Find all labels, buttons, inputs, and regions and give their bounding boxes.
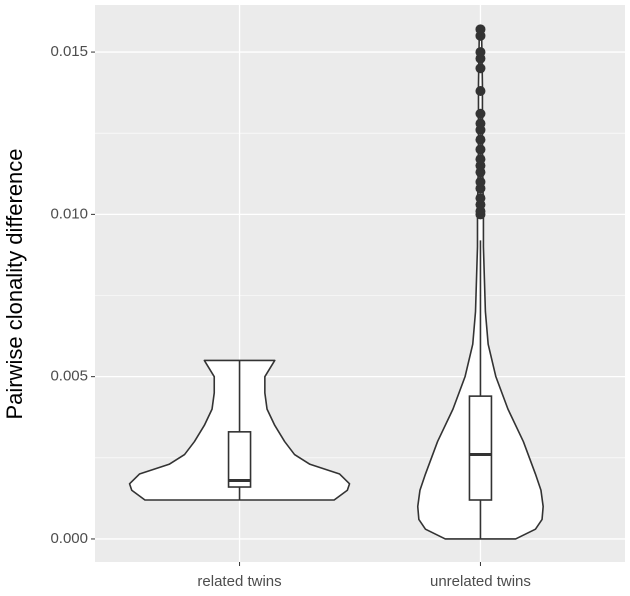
outlier xyxy=(475,193,486,204)
outlier xyxy=(475,63,486,74)
outlier xyxy=(475,108,486,119)
outlier xyxy=(475,144,486,155)
outlier xyxy=(475,176,486,187)
outlier xyxy=(475,24,486,35)
box xyxy=(468,395,493,501)
y-tick-label: 0.000 xyxy=(50,530,88,547)
outlier xyxy=(475,118,486,129)
y-axis-title: Pairwise clonality difference xyxy=(2,148,27,419)
x-tick-label: related twins xyxy=(197,573,281,590)
y-tick-label: 0.005 xyxy=(50,368,88,385)
y-tick-label: 0.015 xyxy=(50,43,88,60)
y-tick-label: 0.010 xyxy=(50,205,88,222)
box xyxy=(227,431,252,488)
outlier xyxy=(475,154,486,165)
outlier xyxy=(475,134,486,145)
x-tick-label: unrelated twins xyxy=(430,573,531,590)
outlier xyxy=(475,86,486,97)
outlier xyxy=(475,47,486,58)
